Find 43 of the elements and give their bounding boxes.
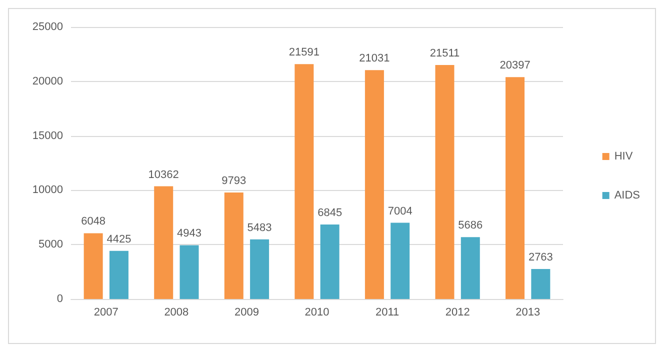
bar xyxy=(109,250,128,299)
bar xyxy=(224,192,244,299)
x-tick-label: 2013 xyxy=(516,306,540,318)
data-label: 10362 xyxy=(148,168,179,181)
bar xyxy=(531,268,550,299)
data-label: 21511 xyxy=(430,47,460,60)
bar xyxy=(250,239,270,299)
x-tick-label: 2008 xyxy=(164,306,189,318)
bar xyxy=(294,64,314,299)
y-tick-label: 15000 xyxy=(32,130,63,142)
y-tick-label: 0 xyxy=(56,293,63,305)
data-label: 6048 xyxy=(81,216,106,228)
bar xyxy=(320,224,340,299)
bar xyxy=(154,186,174,299)
bar xyxy=(84,233,103,299)
legend-label: AIDS xyxy=(614,190,640,202)
x-tick-label: 2012 xyxy=(445,306,470,318)
data-label: 5483 xyxy=(247,222,272,234)
data-label: 20397 xyxy=(500,60,530,72)
data-label: 6845 xyxy=(318,207,342,220)
bar xyxy=(506,77,525,299)
data-label: 7004 xyxy=(388,205,412,218)
x-tick-label: 2009 xyxy=(234,306,259,318)
data-label: 21591 xyxy=(288,46,320,59)
bar xyxy=(390,222,410,299)
data-label: 2763 xyxy=(528,251,553,264)
x-tick-label: 2011 xyxy=(375,306,400,318)
x-tick-label: 2007 xyxy=(94,306,118,318)
data-label: 4943 xyxy=(177,228,202,240)
data-label: 21031 xyxy=(359,52,390,65)
data-label: 9793 xyxy=(222,174,246,187)
x-tick-label: 2010 xyxy=(304,306,330,318)
y-tick-label: 5000 xyxy=(38,238,63,251)
bar xyxy=(460,237,480,299)
y-tick-label: 10000 xyxy=(32,184,63,196)
data-label: 5686 xyxy=(458,220,483,232)
y-tick-label: 25000 xyxy=(32,21,63,33)
data-label: 4425 xyxy=(106,233,132,246)
legend-label: HIV xyxy=(614,150,634,162)
bar xyxy=(180,245,199,299)
bar xyxy=(364,70,384,299)
y-tick-label: 20000 xyxy=(32,75,63,88)
bar xyxy=(435,64,454,299)
